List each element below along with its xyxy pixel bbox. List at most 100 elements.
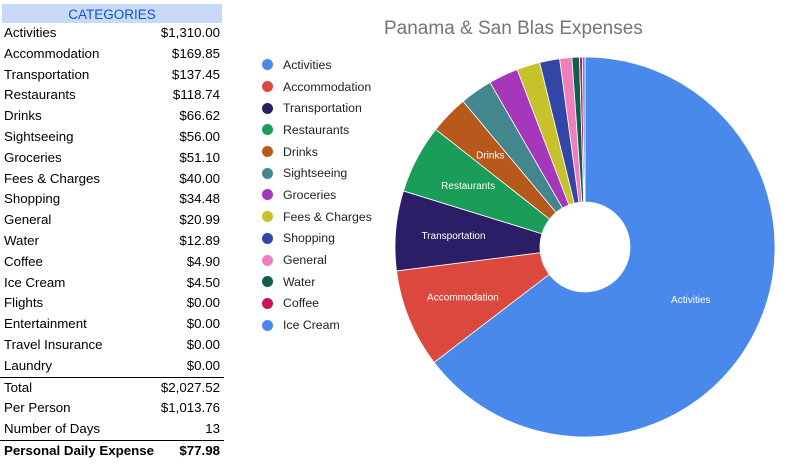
days-amount: 13 — [205, 421, 220, 437]
daily-expense-row: Personal Daily Expense $77.98 — [0, 439, 224, 462]
legend-item: Transportation — [262, 97, 372, 119]
category-amount: $118.74 — [172, 87, 220, 103]
legend-swatch — [262, 81, 273, 93]
legend-item: Activities — [262, 54, 372, 76]
category-row: Travel Insurance $0.00 — [0, 335, 224, 356]
category-label: Shopping — [4, 191, 61, 207]
legend-item: Drinks — [262, 141, 372, 163]
category-row: Coffee $4.90 — [0, 252, 224, 273]
category-label: Travel Insurance — [4, 336, 103, 352]
category-amount: $1,310.00 — [160, 25, 220, 40]
category-row: Groceries $51.10 — [0, 148, 224, 169]
legend-swatch — [262, 297, 273, 309]
legend-swatch — [262, 59, 273, 71]
category-label: Fees & Charges — [4, 170, 101, 186]
legend-label: Water — [283, 274, 316, 289]
days-row: Number of Days 13 — [0, 419, 224, 440]
pie-slice-activities — [433, 56, 776, 438]
category-amount: $4.50 — [186, 274, 220, 290]
category-label: Flights — [4, 295, 44, 311]
category-label: Sightseeing — [4, 128, 74, 144]
category-amount: $0.00 — [186, 316, 220, 332]
legend-item: Coffee — [262, 293, 372, 315]
total-label: Total — [4, 379, 33, 395]
category-label: Groceries — [4, 149, 62, 165]
chart-legend: Activities Accommodation Transportation Res… — [262, 54, 372, 336]
legend-label: Transportation — [283, 101, 362, 116]
slice-label: Accommodation — [427, 293, 499, 304]
category-amount: $4.90 — [186, 253, 220, 269]
category-label: Water — [4, 232, 39, 248]
slice-label: Activities — [671, 295, 710, 306]
legend-item: Accommodation — [262, 76, 372, 98]
category-row: Sightseeing $56.00 — [0, 127, 224, 148]
per-person-amount: $1,013.76 — [160, 400, 220, 416]
legend-item: General — [262, 249, 372, 271]
category-label: Drinks — [4, 108, 42, 124]
daily-expense-label: Personal Daily Expense — [4, 442, 155, 458]
pie-slice-ice-cream — [581, 56, 586, 203]
category-amount: $169.85 — [171, 45, 220, 61]
expense-table: CATEGORIES Activities $1,310.00 Accommodat… — [0, 4, 224, 462]
category-amount: $34.48 — [179, 191, 220, 207]
legend-label: Restaurants — [283, 122, 350, 137]
pie-chart: Activities Accommodation Transportation Res… — [394, 56, 776, 438]
legend-swatch — [262, 189, 273, 201]
slice-label: Transportation — [421, 231, 485, 242]
category-row: Laundry $0.00 — [0, 356, 224, 377]
legend-swatch — [262, 102, 273, 114]
category-amount: $137.45 — [171, 66, 220, 82]
category-amount: $0.00 — [186, 357, 220, 373]
categories-header: CATEGORIES — [2, 4, 222, 23]
legend-label: Activities — [283, 57, 332, 72]
legend-swatch — [262, 146, 273, 158]
days-label: Number of Days — [4, 421, 101, 437]
category-label: General — [4, 212, 52, 228]
category-row: Fees & Charges $40.00 — [0, 169, 224, 190]
category-row: Accommodation $169.85 — [0, 44, 224, 65]
category-amount: $0.00 — [186, 336, 220, 352]
category-row: Shopping $34.48 — [0, 189, 224, 210]
legend-item: Water — [262, 271, 372, 293]
legend-label: Groceries — [283, 187, 337, 202]
per-person-row: Per Person $1,013.76 — [0, 398, 224, 419]
category-row: Entertainment $0.00 — [0, 314, 224, 335]
legend-label: Coffee — [283, 296, 320, 311]
category-amount: $12.89 — [179, 232, 220, 248]
category-amount: $66.62 — [179, 108, 220, 124]
chart-title: Panama & San Blas Expenses — [384, 18, 643, 39]
category-row: Restaurants $118.74 — [0, 85, 224, 106]
legend-swatch — [262, 276, 273, 288]
category-rows: Activities $1,310.00 Accommodation $169.85 T… — [0, 23, 224, 377]
category-amount: $0.00 — [186, 295, 220, 311]
legend-label: Shopping — [283, 231, 335, 246]
legend-swatch — [262, 167, 273, 179]
legend-swatch — [262, 124, 273, 136]
per-person-label: Per Person — [4, 400, 71, 416]
legend-label: Sightseeing — [283, 166, 348, 181]
total-amount: $2,027.52 — [160, 379, 220, 395]
category-label: Activities — [4, 25, 57, 40]
category-amount: $56.00 — [179, 128, 220, 144]
legend-item: Groceries — [262, 184, 372, 206]
category-row: Transportation $137.45 — [0, 65, 224, 86]
legend-swatch — [262, 211, 273, 223]
legend-label: General — [283, 253, 327, 268]
category-label: Laundry — [4, 357, 53, 373]
category-amount: $51.10 — [179, 149, 220, 165]
legend-label: Fees & Charges — [283, 209, 372, 224]
legend-item: Ice Cream — [262, 314, 372, 336]
total-row: Total $2,027.52 — [0, 376, 224, 399]
category-label: Coffee — [4, 253, 43, 269]
category-row: Activities $1,310.00 — [0, 23, 224, 44]
legend-swatch — [262, 232, 273, 244]
category-label: Ice Cream — [4, 274, 66, 290]
category-row: Ice Cream $4.50 — [0, 273, 224, 294]
legend-label: Accommodation — [283, 79, 372, 94]
legend-item: Sightseeing — [262, 162, 372, 184]
daily-expense-amount: $77.98 — [179, 442, 220, 458]
category-row: Water $12.89 — [0, 231, 224, 252]
legend-item: Restaurants — [262, 119, 372, 141]
category-label: Accommodation — [4, 45, 100, 61]
slice-label: Drinks — [476, 151, 504, 162]
